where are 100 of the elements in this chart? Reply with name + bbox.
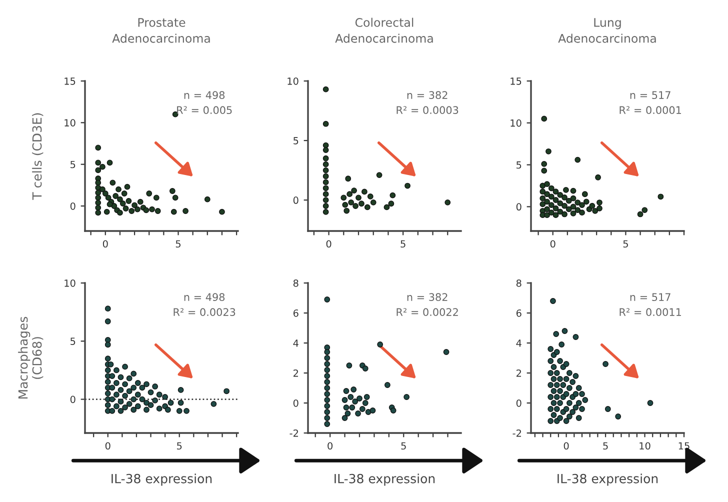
point: [563, 418, 570, 424]
point: [582, 191, 588, 198]
point: [548, 210, 554, 216]
point: [540, 201, 546, 208]
point: [324, 373, 330, 379]
point: [143, 207, 150, 214]
point: [153, 194, 160, 201]
point: [146, 190, 152, 196]
point: [124, 184, 130, 190]
point: [554, 406, 560, 412]
point: [352, 398, 358, 404]
y-tick-label: 10: [64, 279, 76, 287]
y-tick-label: 5: [70, 338, 76, 345]
y-tick-label: 5: [70, 160, 76, 168]
point: [120, 200, 126, 206]
point: [563, 376, 570, 382]
point: [552, 197, 559, 203]
point: [204, 196, 210, 202]
point: [563, 406, 570, 412]
point: [121, 190, 128, 196]
x-tick-label: 0: [105, 442, 110, 450]
point: [117, 210, 123, 216]
point: [322, 191, 329, 198]
y-tick-label: 15: [64, 78, 76, 85]
point: [552, 212, 559, 218]
point: [370, 408, 376, 414]
point: [554, 382, 560, 388]
point: [548, 346, 554, 352]
point: [376, 172, 382, 178]
annotation: R² = 0.0022: [396, 308, 458, 316]
point: [550, 376, 557, 382]
y-tick-label: 5: [516, 161, 522, 169]
point: [557, 400, 563, 406]
y-tick-label: -2: [290, 429, 298, 437]
point: [324, 391, 330, 397]
y-tick-label: 0: [70, 202, 76, 210]
point: [182, 208, 188, 214]
y-tick-label: 0: [516, 399, 522, 407]
point: [540, 188, 546, 195]
point: [443, 349, 450, 355]
point: [95, 167, 102, 174]
point: [95, 194, 102, 201]
point: [572, 373, 579, 379]
point: [322, 185, 329, 192]
point: [560, 382, 566, 388]
point: [106, 201, 113, 208]
point: [137, 198, 144, 205]
point: [324, 385, 330, 391]
annotation: n = 498: [184, 293, 225, 302]
point: [548, 382, 554, 388]
point: [540, 195, 546, 202]
x-tick-label: 0: [102, 240, 108, 248]
annotation: n = 382: [407, 91, 448, 100]
point: [356, 194, 362, 201]
point: [364, 394, 370, 400]
point: [574, 156, 581, 163]
point: [348, 394, 354, 400]
x-axis-title: IL-38 expression: [558, 474, 658, 486]
y-axis-title: T cells (CD3E): [32, 113, 44, 200]
x-tick-label: 0: [564, 442, 569, 450]
point: [595, 174, 601, 180]
point: [377, 342, 384, 348]
point: [596, 205, 602, 212]
point: [351, 188, 357, 194]
point: [324, 421, 330, 427]
point: [324, 361, 330, 367]
point: [324, 349, 330, 355]
point: [572, 404, 579, 410]
point: [404, 182, 410, 189]
point: [404, 394, 410, 400]
point: [642, 207, 648, 213]
chart-title: Colorectal Adenocarcinoma: [335, 18, 433, 43]
point: [322, 161, 329, 168]
point: [566, 370, 572, 376]
point: [570, 409, 576, 415]
x-tick-label: 0: [328, 442, 333, 450]
point: [343, 388, 350, 394]
point: [554, 349, 560, 355]
point: [566, 206, 572, 212]
point: [550, 298, 556, 304]
point: [95, 160, 102, 166]
point: [563, 391, 570, 397]
point: [344, 208, 350, 214]
point: [342, 202, 348, 208]
point: [563, 361, 570, 367]
point: [95, 200, 102, 206]
point: [548, 185, 554, 192]
y-tick-label: 2: [516, 369, 521, 377]
point: [557, 415, 563, 421]
point: [355, 410, 361, 416]
point: [572, 334, 579, 340]
annotation: n = 498: [184, 91, 225, 100]
point: [370, 199, 376, 206]
x-tick-label: 5: [400, 240, 406, 248]
point: [112, 193, 119, 199]
point: [570, 188, 576, 194]
point: [557, 200, 564, 206]
point: [390, 408, 396, 414]
point: [346, 191, 353, 198]
point: [570, 204, 576, 210]
